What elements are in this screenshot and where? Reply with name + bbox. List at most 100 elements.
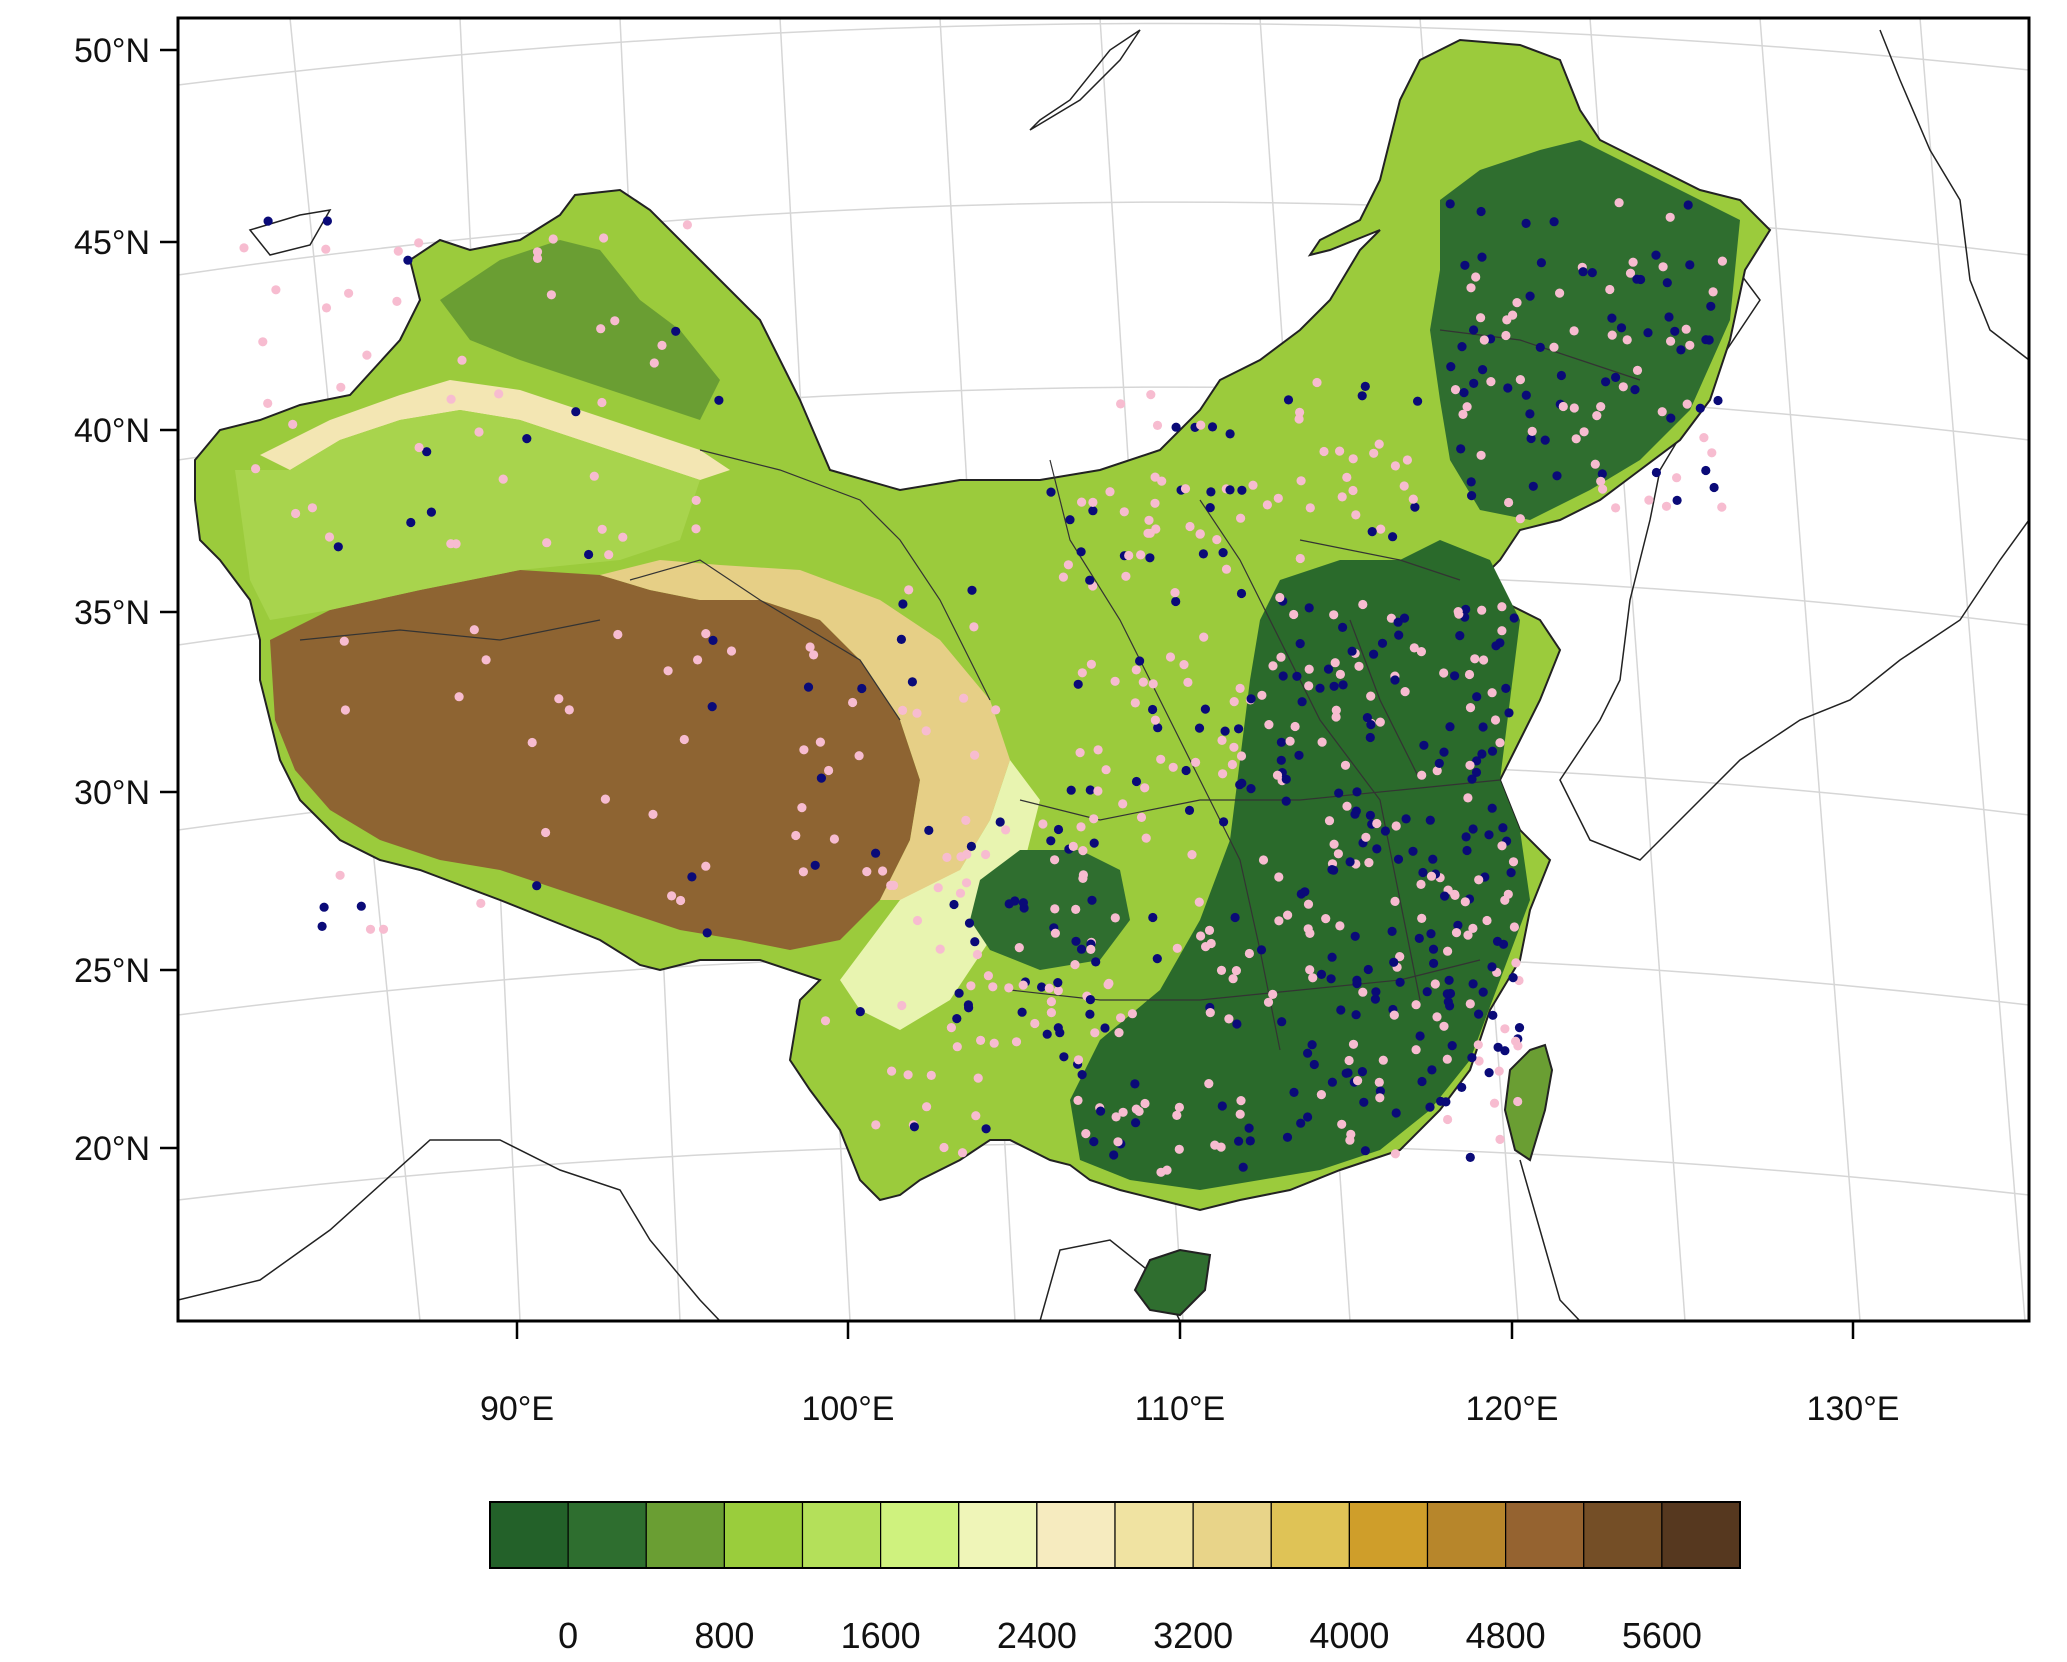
station-dot: [1439, 747, 1449, 757]
station-dot: [1361, 832, 1371, 842]
station-dot: [1413, 396, 1423, 406]
station-dot: [1207, 422, 1218, 432]
station-dot: [1414, 933, 1424, 944]
station-dot: [392, 296, 402, 306]
station-dot: [1305, 928, 1315, 939]
station-dot: [1497, 602, 1507, 612]
station-dot: [1212, 535, 1222, 545]
station-dot: [1374, 439, 1384, 449]
station-dot: [1457, 1082, 1467, 1092]
station-dot: [921, 726, 931, 736]
station-dot: [1489, 1098, 1500, 1108]
station-dot: [1467, 491, 1477, 501]
province-border: [1299, 539, 1461, 581]
station-dot: [957, 1148, 968, 1158]
station-dot: [1327, 1077, 1337, 1087]
station-dot: [1200, 704, 1210, 714]
station-dot: [1415, 1031, 1425, 1041]
station-dot: [1295, 553, 1305, 564]
station-dot: [1058, 572, 1068, 582]
station-dot: [1497, 626, 1507, 636]
station-dot: [1307, 1040, 1317, 1050]
station-dot: [1628, 257, 1638, 267]
station-dot: [1152, 420, 1163, 430]
station-dot: [1281, 774, 1291, 784]
station-dot: [1461, 832, 1471, 842]
station-dot: [1136, 812, 1147, 823]
station-dot: [1073, 1055, 1084, 1065]
station-dot: [1474, 875, 1484, 885]
station-dot: [1085, 575, 1095, 585]
station-dot: [1172, 1110, 1182, 1120]
station-dot: [791, 830, 801, 841]
station-dot: [1587, 268, 1597, 278]
station-dot: [1114, 1028, 1124, 1038]
station-dot: [1334, 788, 1344, 798]
station-dot: [1644, 495, 1654, 505]
station-dot: [1456, 444, 1466, 454]
station-dot: [1411, 1045, 1421, 1055]
station-dot: [1451, 928, 1462, 938]
station-dot: [1536, 258, 1546, 268]
colorbar-swatch: [1270, 1501, 1350, 1569]
station-dot: [1229, 697, 1239, 707]
station-dot: [1263, 997, 1274, 1007]
station-dot: [955, 888, 966, 898]
tibetan-plateau: [270, 570, 920, 950]
station-dot: [904, 585, 914, 595]
station-dot: [1605, 284, 1615, 295]
station-dot: [972, 949, 983, 960]
station-dot: [935, 944, 945, 954]
colorbar-swatch: [801, 1501, 882, 1569]
station-dot: [896, 634, 907, 645]
station-dot: [446, 394, 456, 404]
station-dot: [815, 737, 826, 747]
station-dot: [976, 1035, 986, 1045]
india-coast: [178, 1139, 721, 1321]
station-dot: [1450, 385, 1461, 395]
station-dot: [1478, 722, 1488, 732]
station-dot: [1323, 664, 1334, 674]
station-dot: [1399, 481, 1409, 491]
station-dot: [1093, 745, 1103, 755]
station-dot: [321, 303, 332, 313]
station-dot: [1316, 1090, 1326, 1100]
station-dot: [1088, 506, 1098, 516]
station-dot: [1429, 958, 1439, 969]
station-dot: [1474, 1009, 1484, 1019]
colorbar-swatch: [1036, 1501, 1116, 1569]
station-dot: [1394, 630, 1404, 640]
station-dot: [966, 841, 977, 852]
station-dot: [1479, 655, 1489, 665]
station-dot: [970, 937, 980, 947]
station-dot: [1552, 471, 1562, 481]
station-dot: [1704, 335, 1714, 345]
station-dot: [676, 895, 686, 906]
colorbar-swatch: [1426, 1501, 1507, 1569]
station-dot: [1357, 391, 1367, 401]
station-dot: [1333, 849, 1343, 859]
station-dot: [1459, 388, 1469, 398]
station-dot: [889, 880, 899, 891]
station-dot: [1717, 502, 1727, 512]
station-dot: [1416, 879, 1426, 890]
station-dot: [1119, 507, 1129, 517]
station-dot: [1549, 217, 1559, 227]
station-dot: [1337, 1119, 1347, 1129]
station-dot: [1477, 605, 1487, 615]
station-dot: [1141, 833, 1151, 843]
station-dot: [1515, 375, 1525, 385]
station-dot: [1467, 774, 1477, 784]
province-border: [699, 449, 991, 701]
station-dot: [340, 705, 350, 715]
tarim-basin-rim: [260, 380, 730, 480]
station-dot: [1272, 770, 1283, 780]
station-dot: [1685, 260, 1695, 270]
station-dot: [1478, 987, 1488, 997]
station-dot: [1408, 494, 1418, 504]
station-dot: [1670, 326, 1680, 336]
station-dot: [1118, 799, 1128, 809]
station-dot: [1419, 740, 1429, 750]
station-dot: [1374, 1077, 1384, 1087]
station-dot: [1411, 1000, 1421, 1010]
